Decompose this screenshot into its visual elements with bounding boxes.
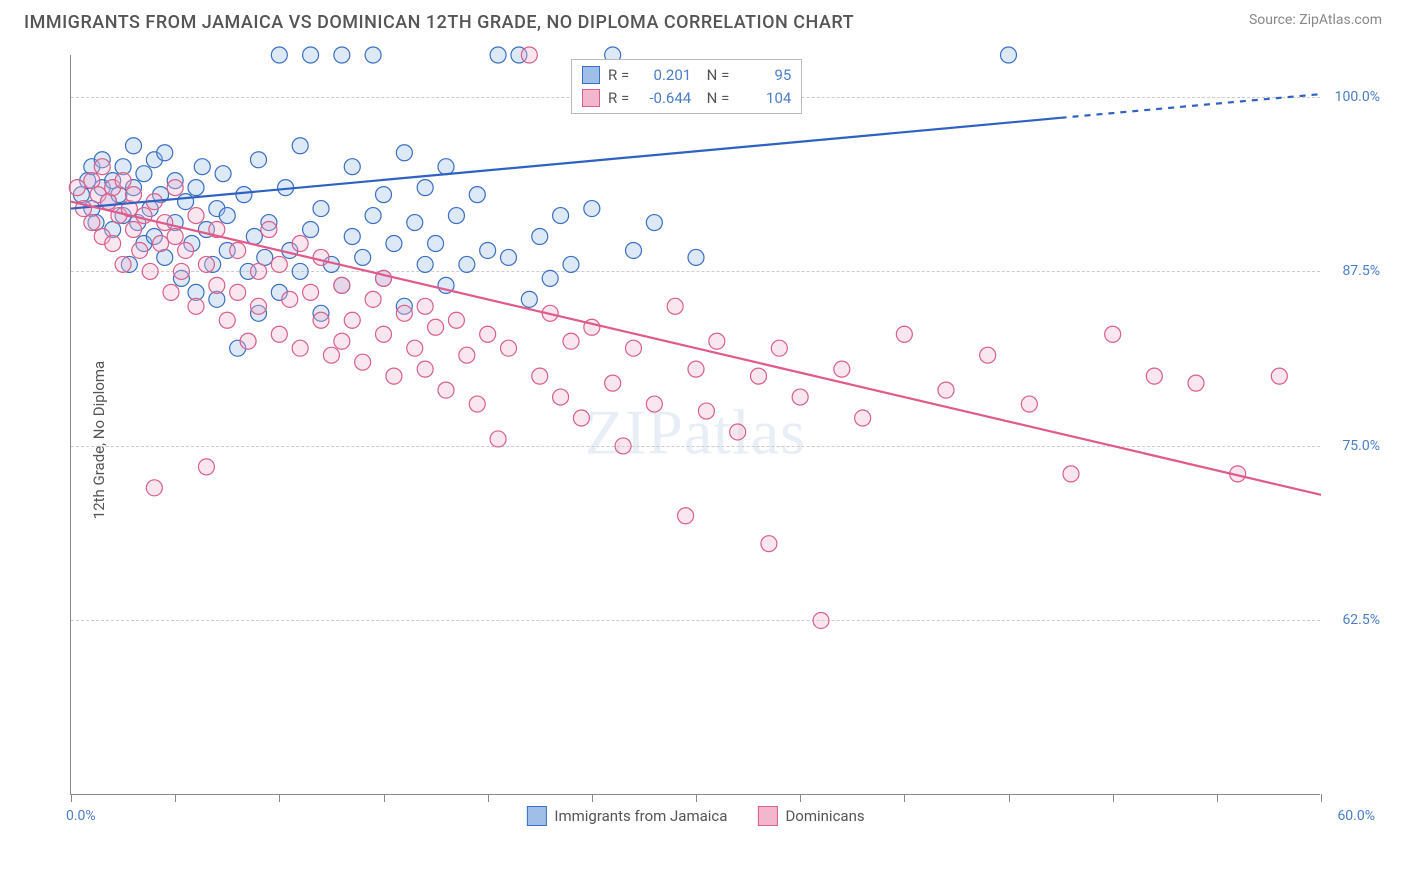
trend-line-extension [1061, 94, 1321, 118]
trend-line [71, 118, 1061, 209]
x-tick [175, 794, 176, 802]
stat-r-value: -0.644 [637, 87, 691, 110]
x-tick [1321, 794, 1322, 802]
page-title: IMMIGRANTS FROM JAMAICA VS DOMINICAN 12T… [24, 12, 854, 33]
stat-r-label: R = [608, 87, 629, 110]
x-tick [592, 794, 593, 802]
stat-n-label: N = [699, 64, 729, 87]
stat-r-value: 0.201 [637, 64, 691, 87]
stats-box: R = 0.201 N = 95R = -0.644 N = 104 [571, 59, 802, 114]
stat-n-value: 104 [737, 87, 791, 110]
trend-line [71, 202, 1321, 495]
y-axis-title: 12th Grade, No Diploma [90, 361, 108, 519]
x-tick [800, 794, 801, 802]
legend-item: Dominicans [757, 806, 864, 826]
x-tick [1217, 794, 1218, 802]
correlation-chart: ZIPatlas 100.0%87.5%75.0%62.5% R = 0.201… [70, 55, 1380, 825]
legend: Immigrants from Jamaica Dominicans [526, 806, 864, 826]
x-tick [904, 794, 905, 802]
stats-row: R = 0.201 N = 95 [582, 64, 791, 87]
legend-swatch [526, 806, 546, 826]
stat-n-label: N = [699, 87, 729, 110]
plot-area: ZIPatlas 100.0%87.5%75.0%62.5% R = 0.201… [70, 55, 1320, 795]
x-tick [71, 794, 72, 802]
x-tick [1113, 794, 1114, 802]
y-tick-label: 100.0% [1335, 89, 1380, 105]
legend-item: Immigrants from Jamaica [526, 806, 727, 826]
source-attribution: Source: ZipAtlas.com [1249, 12, 1382, 28]
legend-label: Immigrants from Jamaica [554, 807, 727, 825]
stats-swatch [582, 89, 600, 107]
y-tick-label: 75.0% [1342, 438, 1380, 454]
x-tick [279, 794, 280, 802]
legend-label: Dominicans [785, 807, 864, 825]
x-tick [488, 794, 489, 802]
stat-n-value: 95 [737, 64, 791, 87]
x-axis-max-label: 60.0% [1337, 808, 1375, 824]
legend-swatch [757, 806, 777, 826]
stats-row: R = -0.644 N = 104 [582, 87, 791, 110]
y-tick-label: 87.5% [1342, 263, 1380, 279]
stats-swatch [582, 66, 600, 84]
x-tick [384, 794, 385, 802]
x-axis-min-label: 0.0% [66, 808, 96, 824]
x-tick [696, 794, 697, 802]
stat-r-label: R = [608, 64, 629, 87]
x-tick [1009, 794, 1010, 802]
y-tick-label: 62.5% [1342, 612, 1380, 628]
